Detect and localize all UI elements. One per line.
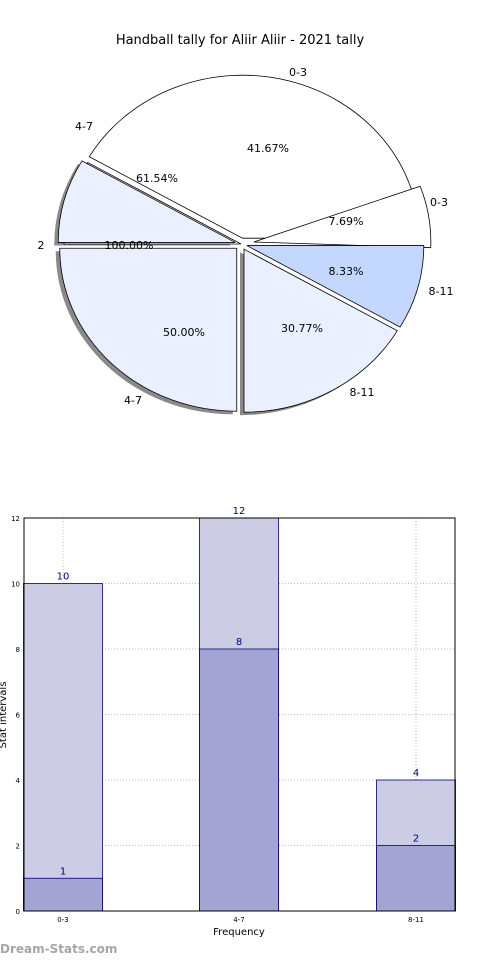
bar-value-label: 12 <box>233 506 246 517</box>
y-tick-label: 4 <box>16 777 21 785</box>
bar-value-label: 10 <box>57 572 70 583</box>
pie-slice-percent-label: 8.33% <box>329 265 364 278</box>
plot-frame <box>23 517 456 912</box>
bar-total <box>23 583 103 912</box>
pie-slice-category-label: 8-11 <box>429 285 454 298</box>
bar-value-label: 1 <box>60 866 66 877</box>
x-tick-label: 8-11 <box>408 916 424 924</box>
pie-slice-category-label: 8-11 <box>350 386 375 399</box>
pie-slice-percent-label: 100.00% <box>105 239 154 252</box>
bar-value-label: 4 <box>413 768 419 779</box>
bar-part <box>376 845 456 912</box>
pie-title: Handball tally for Aliir Aliir - 2021 ta… <box>116 33 365 48</box>
pie-slice <box>246 245 425 328</box>
bar-chart: 0 2 4 6 8 10 12 0-3 4-7 8-11 10 12 4 1 8 2 Frequency S… <box>0 506 456 938</box>
bar-part <box>199 648 279 912</box>
pie-slice-percent-label: 7.69% <box>329 215 364 228</box>
y-tick-label: 10 <box>11 581 20 589</box>
pie-slice-category-label: 4-7 <box>124 394 142 407</box>
pie-slice-percent-label: 50.00% <box>163 326 205 339</box>
y-tick-label: 2 <box>16 843 20 851</box>
y-tick-label: 12 <box>11 515 20 523</box>
x-tick-label: 4-7 <box>233 916 244 924</box>
pie-chart: Handball tally for Aliir Aliir - 2021 ta… <box>38 33 454 416</box>
pie-slice <box>57 160 236 243</box>
pie-slice-category-label: 0-3 <box>430 196 448 209</box>
y-tick-label: 8 <box>16 646 20 654</box>
pie-slice-category-label: 4-7 <box>75 120 93 133</box>
pie-slice <box>253 185 432 249</box>
bar-y-axis-label: Stat intervals <box>0 682 9 749</box>
y-tick-label: 0 <box>16 908 20 916</box>
pie-slice-percent-label: 41.67% <box>247 142 289 155</box>
bar-value-label: 2 <box>413 834 419 845</box>
y-tick-label: 6 <box>16 712 21 720</box>
pie-slice <box>88 74 420 239</box>
bar-part <box>23 877 103 912</box>
bar-x-axis-label: Frequency <box>213 927 265 938</box>
pie-slice <box>243 248 398 413</box>
pie-slice-category-label: 2 <box>38 239 45 252</box>
pie-slice-percent-label: 61.54% <box>136 172 178 185</box>
x-tick-label: 0-3 <box>57 916 68 924</box>
bar-value-label: 8 <box>236 637 242 648</box>
pie-slice-category-label: 0-3 <box>289 66 307 79</box>
watermark: Dream-Stats.com <box>0 942 118 956</box>
pie-slice-percent-label: 30.77% <box>281 322 323 335</box>
pie-slice <box>59 247 238 412</box>
